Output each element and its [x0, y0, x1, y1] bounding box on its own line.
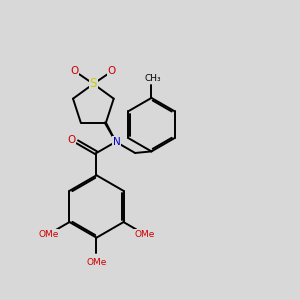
Text: O: O [70, 66, 79, 76]
Text: OMe: OMe [86, 258, 107, 267]
Text: N: N [112, 137, 120, 147]
Text: OMe: OMe [38, 230, 58, 239]
Text: O: O [108, 66, 116, 76]
Text: OMe: OMe [134, 230, 155, 239]
Text: S: S [90, 77, 97, 90]
Text: O: O [68, 135, 76, 145]
Text: CH₃: CH₃ [144, 74, 161, 83]
